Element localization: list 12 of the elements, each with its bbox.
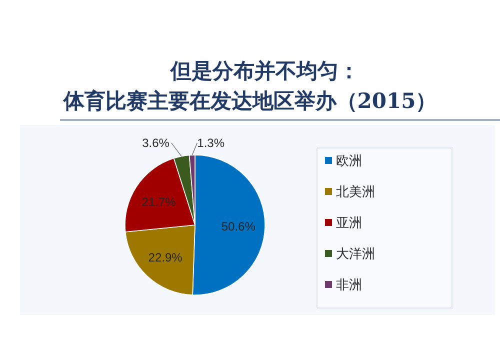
data-label: 22.9%	[148, 250, 183, 265]
legend-label: 北美洲	[336, 184, 375, 200]
legend-label: 大洋洲	[336, 247, 375, 262]
legend-label: 亚洲	[336, 216, 362, 231]
data-label: 3.6%	[142, 136, 170, 150]
chart-title: 但是分布并不均匀：	[170, 58, 360, 83]
data-label: 21.7%	[142, 195, 176, 210]
data-label: 1.3%	[197, 136, 225, 150]
legend-label: 欧洲	[336, 154, 362, 169]
chart-subtitle: 体育比赛主要在发达地区举办（2015）	[62, 88, 437, 113]
legend-label: 非洲	[336, 278, 362, 293]
data-label: 50.6%	[221, 220, 256, 234]
